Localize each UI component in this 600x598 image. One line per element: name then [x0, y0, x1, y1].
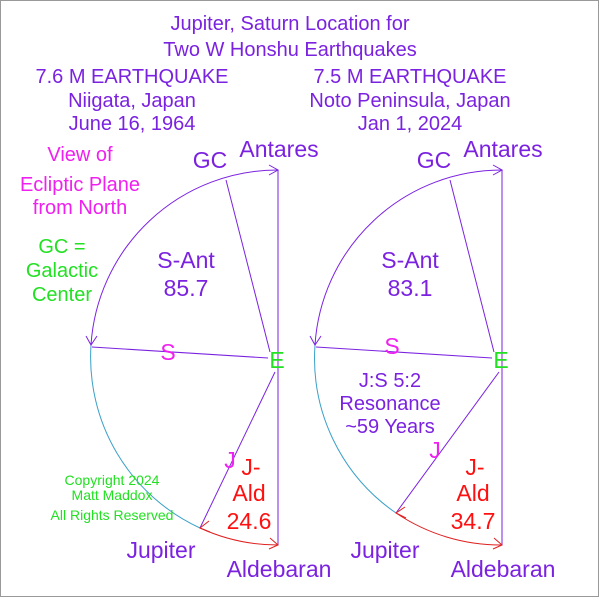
arrow [268, 164, 280, 176]
panel-heading: Noto Peninsula, Japan [309, 90, 510, 112]
j-label: J [429, 437, 441, 463]
arrow [199, 520, 211, 533]
title: Jupiter, Saturn Location for [170, 13, 409, 35]
resonance-note: J:S 5:2 [359, 370, 421, 392]
copyright: Matt Maddox [72, 487, 153, 503]
panel-heading: 7.5 M EARTHQUAKE [313, 66, 506, 88]
s-label: S [384, 333, 399, 359]
arc [314, 169, 503, 346]
j-label: J [224, 447, 236, 473]
j-ald-label: Ald [232, 480, 265, 506]
arrow [492, 164, 504, 176]
j-line [199, 371, 276, 529]
gc-line [225, 179, 271, 353]
gc-label: GC [193, 147, 228, 173]
arrow [85, 335, 98, 346]
j-line [395, 371, 500, 514]
s-line [91, 346, 269, 359]
s-ant-label: S-Ant [157, 247, 215, 273]
e-label: E [493, 347, 508, 373]
e-label: E [269, 347, 284, 373]
jupiter-label: Jupiter [126, 537, 195, 563]
gc-note: Galactic [26, 260, 98, 282]
gc-line [449, 179, 495, 353]
s-ant-value: 85.7 [164, 275, 209, 301]
arc [395, 512, 503, 546]
arrow [395, 506, 407, 519]
arrow [268, 537, 279, 550]
resonance-note: Resonance [339, 393, 440, 415]
resonance-note: ~59 Years [345, 416, 435, 438]
antares-label: Antares [463, 136, 542, 162]
j-ald-label: J- [241, 454, 260, 480]
side-note: View of [47, 144, 113, 166]
panel-heading: Niigata, Japan [68, 90, 196, 112]
arrow [309, 335, 322, 346]
arc [314, 344, 397, 514]
left-geometry [85, 164, 280, 550]
j-ald-value: 34.7 [451, 508, 496, 534]
copyright: All Rights Reserved [51, 507, 174, 523]
side-note: Ecliptic Plane [20, 174, 140, 196]
arc [90, 344, 201, 529]
arrow [492, 537, 503, 550]
side-note: from North [33, 197, 127, 219]
aldebaran-label: Aldebaran [451, 556, 556, 582]
jupiter-label: Jupiter [350, 537, 419, 563]
aldebaran-label: Aldebaran [227, 556, 332, 582]
copyright: Copyright 2024 [65, 472, 160, 488]
arc [90, 169, 279, 346]
antares-label: Antares [239, 136, 318, 162]
j-ald-label: J- [465, 454, 484, 480]
j-ald-value: 24.6 [227, 508, 272, 534]
s-ant-value: 83.1 [388, 275, 433, 301]
panel-heading: Jan 1, 2024 [358, 113, 463, 135]
labels: Jupiter, Saturn Location for Two W Honshu… [20, 13, 555, 582]
title: Two W Honshu Earthquakes [163, 39, 416, 61]
gc-note: GC = [38, 236, 85, 258]
right-geometry [309, 164, 504, 550]
s-ant-label: S-Ant [381, 247, 439, 273]
s-label: S [160, 339, 175, 365]
panel-heading: 7.6 M EARTHQUAKE [35, 66, 228, 88]
gc-note: Center [32, 284, 92, 306]
s-line [315, 346, 493, 359]
j-ald-label: Ald [456, 480, 489, 506]
gc-label: GC [417, 147, 452, 173]
panel-heading: June 16, 1964 [69, 113, 196, 135]
